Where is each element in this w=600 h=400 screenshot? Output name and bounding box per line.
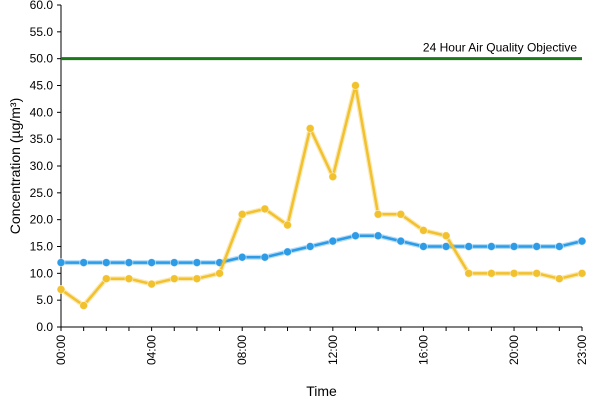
data-point [328,172,338,182]
series-halo [61,233,583,266]
data-point [577,268,587,278]
data-point [441,231,451,241]
series-line [61,234,583,264]
data-point [441,242,451,251]
y-tick-label: 35.0 [30,132,54,146]
data-point [260,204,270,214]
x-tick-label: 00:00 [54,335,68,365]
data-point [396,236,406,246]
x-tick-label: 23:00 [575,335,589,365]
data-point [509,242,519,251]
data-point [532,242,542,251]
y-tick-label: 0.0 [36,320,53,334]
data-point [464,268,474,278]
data-point [373,209,383,219]
series-line [60,84,583,307]
data-point [373,231,383,241]
data-point [305,124,315,133]
data-point [509,268,519,278]
data-point [147,279,157,289]
data-point [169,274,179,284]
data-point [169,258,179,268]
data-point [237,209,247,219]
data-point [101,274,111,284]
data-point [554,274,564,284]
data-point [283,220,292,230]
data-point [79,258,89,268]
x-axis-ticks: 00:00 04:00 08:00 12:00 16:00 20:00 23:00 [54,327,589,365]
data-point [486,268,496,278]
air-quality-objective-label: 24 Hour Air Quality Objective [423,41,577,55]
y-tick-label: 55.0 [30,25,54,39]
y-tick-label: 45.0 [30,79,54,93]
y-tick-label: 5.0 [36,293,53,307]
series-layer [56,81,587,310]
data-point [237,252,247,262]
x-tick-label: 20:00 [507,335,521,365]
data-point [577,236,587,246]
x-axis-title: Time [306,383,337,399]
data-point [305,242,315,251]
y-tick-label: 15.0 [30,240,54,254]
data-point [554,242,564,251]
data-point [419,242,428,251]
y-tick-label: 25.0 [30,186,54,200]
x-tick-label: 04:00 [145,335,159,365]
y-tick-label: 60.0 [30,0,54,12]
y-tick-label: 50.0 [30,52,54,66]
data-point [419,225,428,235]
data-point [532,268,542,278]
data-point [124,274,134,284]
data-point [101,258,111,268]
y-axis-title: Concentration (µg/m³) [7,98,23,234]
data-point [351,231,360,241]
data-point [56,285,66,294]
y-tick-label: 20.0 [30,213,54,227]
data-point [79,301,89,310]
data-point [283,247,292,257]
x-tick-label: 12:00 [326,335,340,365]
data-point [124,258,134,268]
x-tick-label: 16:00 [416,335,430,365]
data-point [260,252,270,262]
y-tick-label: 30.0 [30,159,54,173]
data-point [396,209,406,219]
y-tick-label: 40.0 [30,105,54,119]
data-point [351,81,360,90]
x-tick-label: 08:00 [235,335,249,365]
y-axis-ticks: 0.0 5.0 10.0 15.0 20.0 25.0 30.0 35.0 40.0 45.0 50… [30,0,61,334]
series-0 [56,231,587,268]
data-point [328,236,338,246]
data-point [192,274,202,284]
data-point [192,258,202,268]
data-point [464,242,474,251]
data-point [56,258,66,268]
series-1 [56,81,587,310]
y-tick-label: 10.0 [30,266,54,280]
data-point [147,258,157,268]
data-point [486,242,496,251]
data-point [215,268,224,278]
